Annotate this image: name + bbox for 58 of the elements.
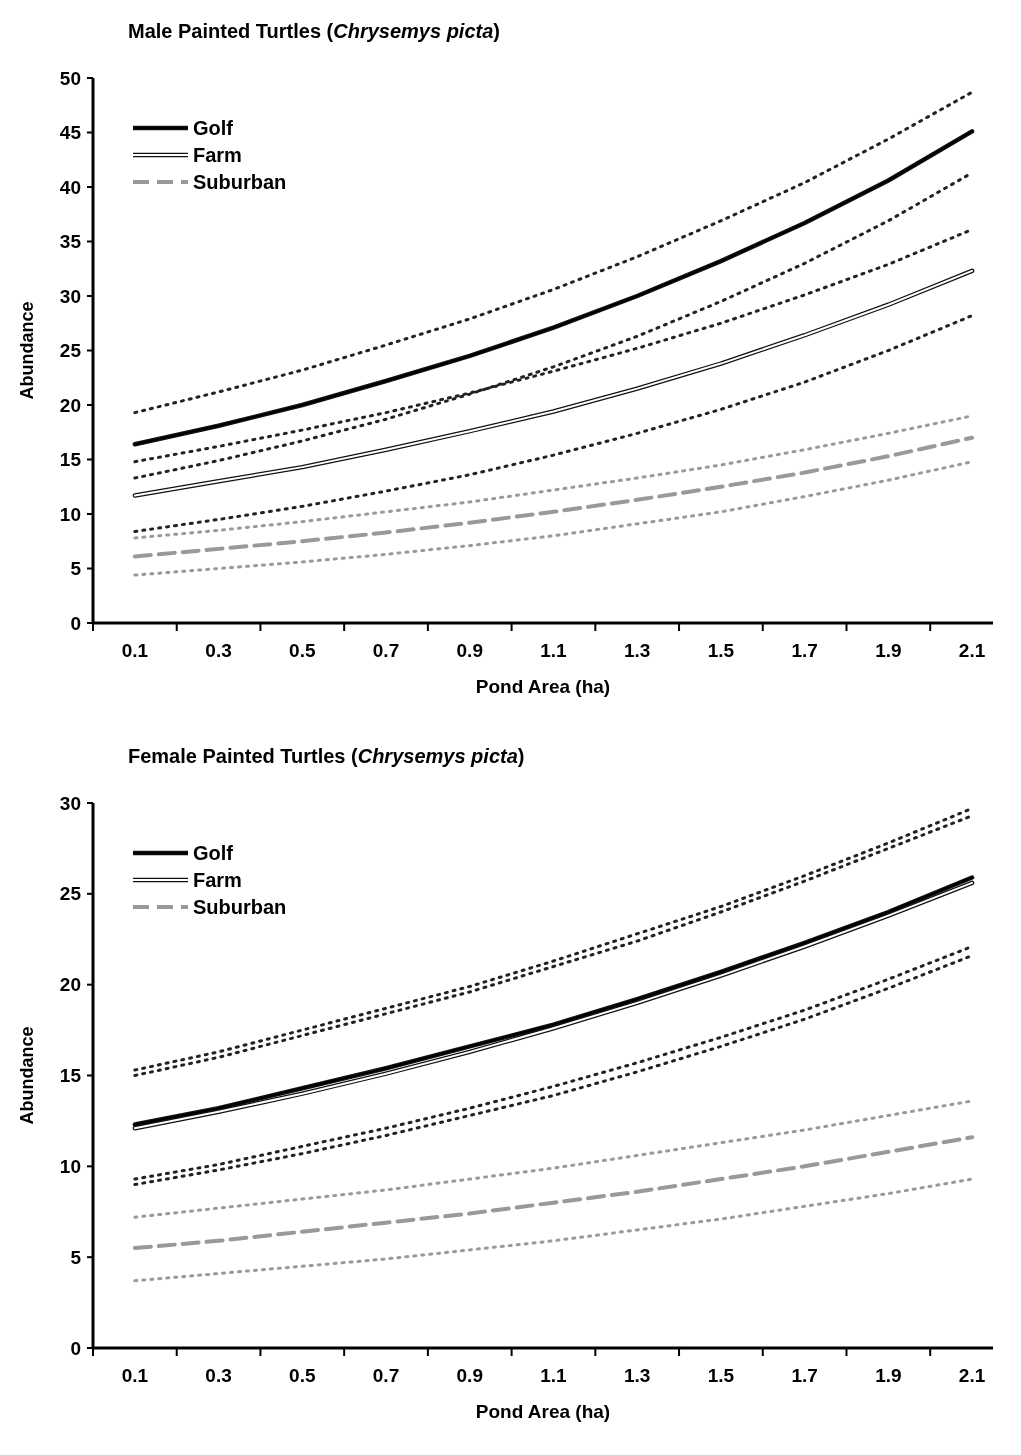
y-tick-label: 35 bbox=[59, 231, 82, 253]
x-tick-label: 0.7 bbox=[372, 1365, 400, 1386]
y-tick-label: 10 bbox=[59, 1155, 81, 1177]
legend-label: Farm bbox=[193, 869, 242, 891]
y-tick-label: 0 bbox=[70, 1337, 81, 1359]
x-tick-label: 1.3 bbox=[623, 640, 651, 661]
x-tick-label: 1.1 bbox=[540, 1365, 568, 1386]
y-tick-label: 5 bbox=[70, 1246, 82, 1268]
y-axis-title: Abundance bbox=[17, 301, 37, 400]
legend-label: Golf bbox=[193, 842, 234, 864]
x-tick-label: 0.5 bbox=[289, 1365, 316, 1386]
x-tick-label: 0.3 bbox=[205, 640, 232, 661]
x-tick-label: 0.1 bbox=[121, 1365, 149, 1386]
x-tick-label: 1.5 bbox=[707, 640, 735, 661]
x-tick-label: 1.1 bbox=[540, 640, 568, 661]
x-tick-label: 0.1 bbox=[121, 640, 149, 661]
line-series bbox=[132, 1135, 975, 1251]
y-tick-label: 20 bbox=[59, 394, 81, 416]
y-tick-label: 10 bbox=[59, 503, 81, 525]
x-tick-label: 0.7 bbox=[372, 640, 400, 661]
y-tick-label: 15 bbox=[59, 449, 82, 471]
legend-label: Golf bbox=[193, 117, 234, 139]
x-tick-label: 0.3 bbox=[205, 1365, 232, 1386]
x-tick-label: 2.1 bbox=[958, 640, 986, 661]
y-tick-label: 50 bbox=[59, 67, 81, 89]
chart-title: Male Painted Turtles (Chrysemys picta) bbox=[128, 20, 500, 42]
legend-label: Suburban bbox=[193, 171, 287, 193]
x-tick-label: 0.9 bbox=[456, 1365, 483, 1386]
x-tick-label: 0.9 bbox=[456, 640, 483, 661]
y-tick-label: 25 bbox=[59, 883, 82, 905]
y-tick-label: 30 bbox=[59, 792, 81, 814]
y-tick-label: 45 bbox=[59, 122, 82, 144]
x-axis-title: Pond Area (ha) bbox=[475, 1401, 611, 1422]
y-tick-label: 25 bbox=[59, 340, 82, 362]
line-series bbox=[132, 435, 975, 559]
line-series bbox=[132, 268, 975, 498]
chart-title: Female Painted Turtles (Chrysemys picta) bbox=[128, 745, 525, 767]
x-tick-label: 0.5 bbox=[289, 640, 316, 661]
x-axis-title: Pond Area (ha) bbox=[475, 676, 611, 697]
legend-label: Farm bbox=[193, 144, 242, 166]
x-tick-label: 2.1 bbox=[958, 1365, 986, 1386]
legend-label: Suburban bbox=[193, 896, 287, 918]
y-tick-label: 30 bbox=[59, 285, 81, 307]
line-series bbox=[133, 90, 974, 415]
y-tick-label: 15 bbox=[59, 1065, 82, 1087]
x-tick-label: 1.3 bbox=[623, 1365, 651, 1386]
x-tick-label: 1.9 bbox=[875, 640, 902, 661]
x-tick-label: 1.7 bbox=[791, 1365, 818, 1386]
y-tick-label: 0 bbox=[70, 612, 81, 634]
x-tick-label: 1.9 bbox=[875, 1365, 902, 1386]
y-tick-label: 20 bbox=[59, 974, 81, 996]
line-series bbox=[133, 314, 974, 533]
x-tick-label: 1.7 bbox=[791, 640, 818, 661]
line-series bbox=[133, 1177, 974, 1283]
y-tick-label: 5 bbox=[70, 558, 82, 580]
y-axis-title: Abundance bbox=[17, 1026, 37, 1125]
y-tick-label: 40 bbox=[59, 176, 81, 198]
x-tick-label: 1.5 bbox=[707, 1365, 735, 1386]
